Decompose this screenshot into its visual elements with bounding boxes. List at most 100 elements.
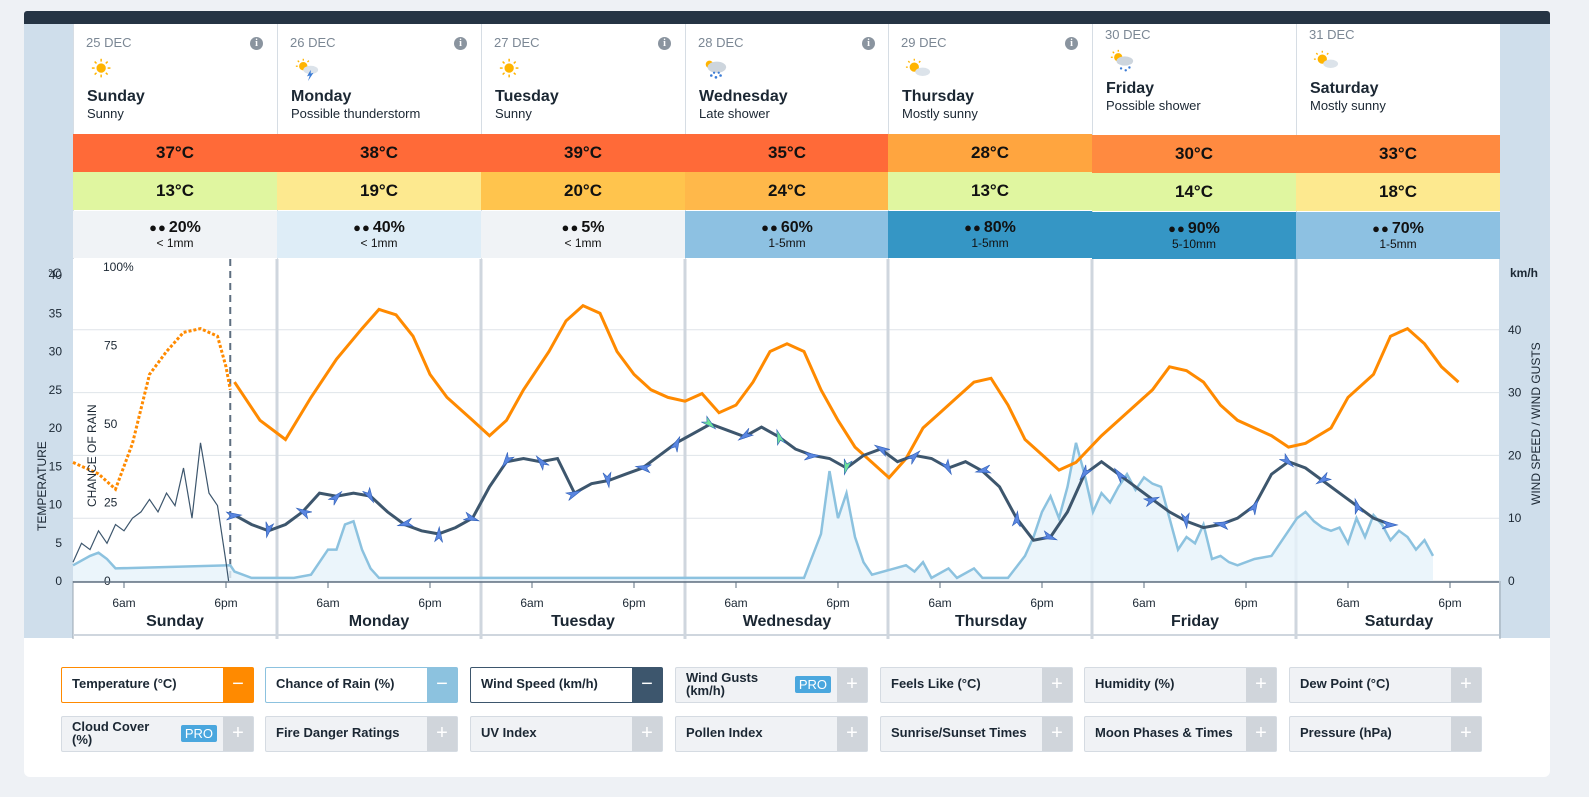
axis-day-label: Wednesday xyxy=(743,613,832,630)
wind-direction-arrow xyxy=(501,452,515,469)
wind-direction-arrow xyxy=(1381,520,1399,530)
temperature-observed-line xyxy=(72,327,232,492)
rain-cell: ● ● 90% 5-10mm xyxy=(1092,212,1296,259)
plus-icon[interactable]: + xyxy=(223,717,253,751)
info-icon[interactable]: i xyxy=(454,37,467,50)
plus-icon[interactable]: + xyxy=(632,717,662,751)
temp-tick-label: 10 xyxy=(49,498,63,512)
pro-badge: PRO xyxy=(794,676,831,693)
rain-chance: 5% xyxy=(581,219,605,236)
pro-badge: PRO xyxy=(180,725,217,742)
wind-tick-label: 20 xyxy=(1508,448,1522,462)
day-description: Possible shower xyxy=(1106,98,1201,113)
wind-unit-label: km/h xyxy=(1510,266,1538,280)
legend-label: Feels Like (°C) xyxy=(891,676,981,691)
temp-tick-label: 25 xyxy=(49,383,63,397)
minus-icon[interactable]: − xyxy=(632,668,662,702)
legend-label: Wind Gusts (km/h) xyxy=(686,670,759,698)
wind-direction-arrow xyxy=(1180,512,1190,530)
rain-tick-label: 75 xyxy=(104,339,118,353)
legend-label: Sunrise/Sunset Times xyxy=(891,725,1027,740)
info-icon[interactable]: i xyxy=(250,37,263,50)
legend-pressure-hpa[interactable]: Pressure (hPa) + xyxy=(1289,716,1482,752)
legend-temperature-c[interactable]: Temperature (°C) − xyxy=(61,667,254,703)
sun-cloud-icon xyxy=(905,58,931,76)
minus-icon[interactable]: − xyxy=(223,668,253,702)
rain-amount: 5-10mm xyxy=(1171,237,1216,251)
wind-direction-arrow xyxy=(225,511,243,521)
raindrops-icon: ● ● xyxy=(1372,221,1389,236)
time-label-6am: 6am xyxy=(520,596,543,610)
rain-chance: 60% xyxy=(780,219,813,236)
min-temp-cell: 19°C xyxy=(277,172,481,210)
day-description: Late shower xyxy=(699,106,770,121)
max-temp-cell: 39°C xyxy=(481,134,685,172)
legend-fire-danger-ratings[interactable]: Fire Danger Ratings + xyxy=(265,716,458,752)
sun-icon xyxy=(499,58,519,78)
info-icon[interactable]: i xyxy=(1065,37,1078,50)
raindrops-icon: ● ● xyxy=(561,220,579,235)
rain-cell: ● ● 20% < 1mm xyxy=(73,211,277,258)
wind-direction-arrow xyxy=(1354,497,1364,516)
minus-icon[interactable]: − xyxy=(427,668,457,702)
plus-icon[interactable]: + xyxy=(1246,668,1276,702)
min-temp-cell: 13°C xyxy=(888,172,1092,210)
time-label-6pm: 6pm xyxy=(1030,596,1053,610)
rain-cell: ● ● 70% 1-5mm xyxy=(1296,212,1500,259)
legend-chance-of-rain[interactable]: Chance of Rain (%) − xyxy=(265,667,458,703)
wind-direction-arrow xyxy=(1142,496,1161,507)
rain-amount: 1-5mm xyxy=(768,236,806,250)
wind-direction-arrow xyxy=(776,428,786,447)
plus-icon[interactable]: + xyxy=(1246,717,1276,751)
legend-wind-gusts-km-h[interactable]: Wind Gusts (km/h) PRO + xyxy=(675,667,868,703)
wind-direction-arrow xyxy=(535,455,550,471)
day-description: Sunny xyxy=(495,106,532,121)
rain-top-label: 100% xyxy=(103,260,134,274)
plus-icon[interactable]: + xyxy=(1042,668,1072,702)
legend-dew-point-c[interactable]: Dew Point (°C) + xyxy=(1289,667,1482,703)
plus-icon[interactable]: + xyxy=(1451,668,1481,702)
time-label-6pm: 6pm xyxy=(1438,596,1461,610)
info-icon[interactable]: i xyxy=(658,37,671,50)
legend-feels-like-c[interactable]: Feels Like (°C) + xyxy=(880,667,1073,703)
axis-day-label: Thursday xyxy=(955,613,1027,630)
day-name: Monday xyxy=(291,88,352,105)
legend-humidity[interactable]: Humidity (%) + xyxy=(1084,667,1277,703)
legend-label: Moon Phases & Times xyxy=(1095,725,1233,740)
wind-direction-arrow xyxy=(1079,464,1093,481)
day-description: Mostly sunny xyxy=(1310,98,1386,113)
legend-moon-phases-times[interactable]: Moon Phases & Times + xyxy=(1084,716,1277,752)
legend-uv-index[interactable]: UV Index + xyxy=(470,716,663,752)
raindrops-icon: ● ● xyxy=(149,220,166,235)
temp-unit-label: °C xyxy=(48,266,62,280)
max-temp-cell: 33°C xyxy=(1296,135,1500,173)
wind-direction-arrow xyxy=(873,444,891,457)
wind-direction-arrow xyxy=(669,435,681,453)
legend-pollen-index[interactable]: Pollen Index + xyxy=(675,716,868,752)
plus-icon[interactable]: + xyxy=(1042,717,1072,751)
day-name: Friday xyxy=(1106,80,1155,97)
legend-sunrise-sunset-times[interactable]: Sunrise/Sunset Times + xyxy=(880,716,1073,752)
legend-cloud-cover[interactable]: Cloud Cover (%) PRO + xyxy=(61,716,254,752)
plus-icon[interactable]: + xyxy=(837,668,867,702)
day-date: 27 DEC xyxy=(494,35,540,50)
axis-day-label: Saturday xyxy=(1365,613,1434,630)
wind-tick-label: 30 xyxy=(1508,386,1522,400)
temp-axis-title: TEMPERATURE xyxy=(35,441,49,531)
day-description: Possible thunderstorm xyxy=(291,106,421,121)
plus-icon[interactable]: + xyxy=(1451,717,1481,751)
legend-label: Chance of Rain (%) xyxy=(276,676,395,691)
plus-icon[interactable]: + xyxy=(427,717,457,751)
rain-amount: 1-5mm xyxy=(971,236,1009,250)
legend-wind-speed-km-h[interactable]: Wind Speed (km/h) − xyxy=(470,667,663,703)
info-icon[interactable]: i xyxy=(862,37,875,50)
min-temp-cell: 18°C xyxy=(1296,173,1500,211)
day-name: Thursday xyxy=(902,88,975,105)
min-temp-cell: 24°C xyxy=(685,172,889,210)
rain-cell: ● ● 5% < 1mm xyxy=(481,211,685,258)
min-temp-cell: 14°C xyxy=(1092,173,1296,211)
wind-direction-arrow xyxy=(265,521,275,539)
wind-direction-arrow xyxy=(1011,510,1021,527)
temp-tick-label: 15 xyxy=(49,459,63,473)
plus-icon[interactable]: + xyxy=(837,717,867,751)
